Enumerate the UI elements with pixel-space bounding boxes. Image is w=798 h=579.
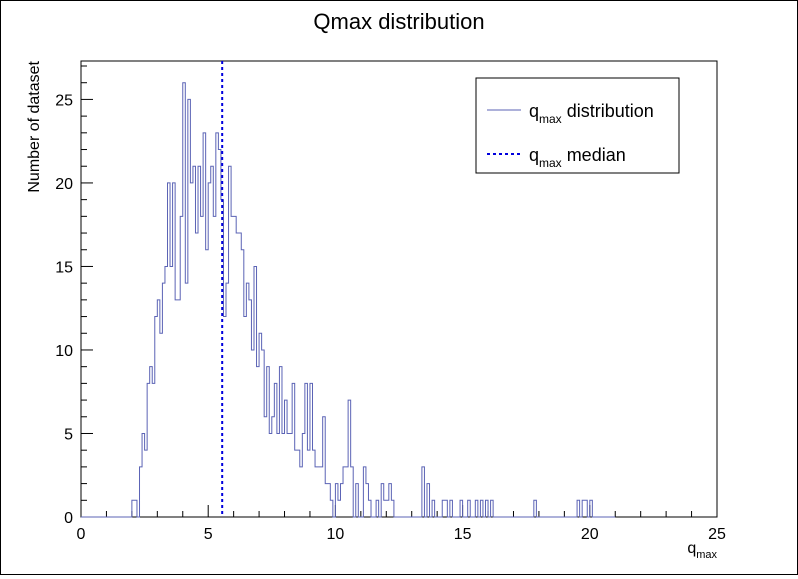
y-tick-labels: 0 5 10 15 20 25 <box>55 92 73 527</box>
axis-ticks <box>80 65 718 518</box>
x-tick-label: 20 <box>581 526 599 543</box>
x-axis-label-sub: max <box>696 549 717 561</box>
chart-title: Qmax distribution <box>313 9 484 34</box>
x-tick-label: 25 <box>708 526 726 543</box>
x-tick-label: 10 <box>327 526 345 543</box>
y-tick-label: 0 <box>64 510 73 527</box>
y-tick-label: 20 <box>55 176 73 193</box>
y-tick-label: 25 <box>55 92 73 109</box>
x-tick-label: 5 <box>204 526 213 543</box>
legend-entry-distribution: qmax distribution <box>529 101 654 126</box>
x-axis-label: qmax <box>687 540 717 561</box>
legend: qmax distribution qmax median <box>475 77 680 174</box>
y-tick-label: 15 <box>55 259 73 276</box>
y-tick-label: 10 <box>55 343 73 360</box>
x-tick-label: 0 <box>77 526 86 543</box>
x-tick-label: 15 <box>454 526 472 543</box>
x-axis-label-base: q <box>687 540 696 557</box>
x-tick-labels: 0 5 10 15 20 25 <box>77 526 726 543</box>
y-tick-label: 5 <box>64 426 73 443</box>
y-axis-label: Number of dataset <box>26 60 43 192</box>
distribution-step-line <box>81 82 616 518</box>
legend-box <box>475 77 680 174</box>
legend-entry-median: qmax median <box>529 145 626 170</box>
